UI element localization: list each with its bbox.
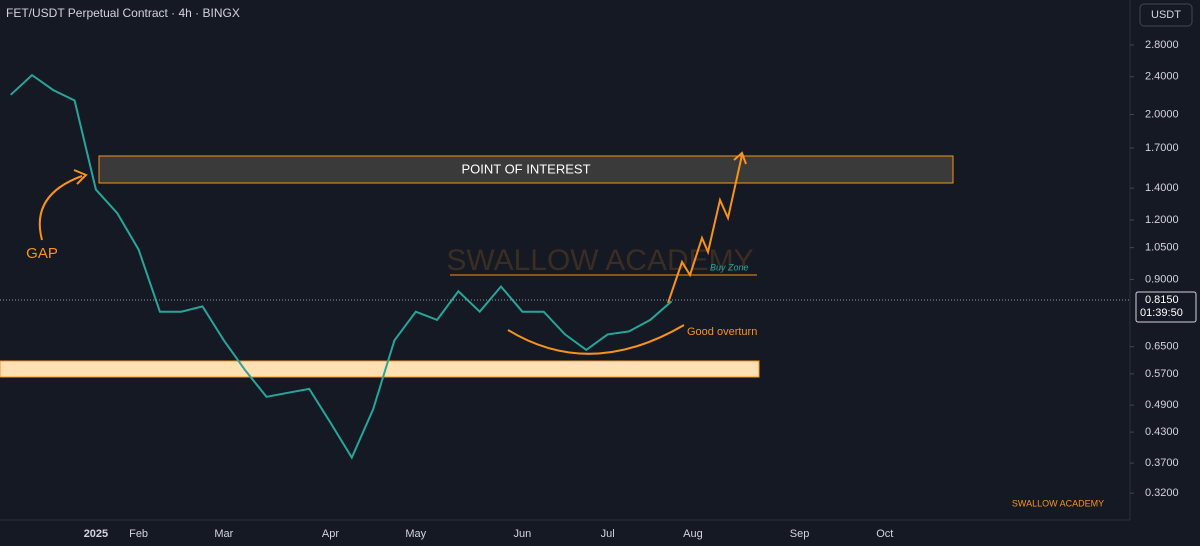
overturn-label: Good overturn [687,326,757,338]
watermark: SWALLOW ACADEMY [446,244,753,277]
y-tick-label: 0.5700 [1145,368,1179,380]
x-tick-label: Jul [601,528,615,540]
projection-head [733,151,747,165]
y-tick-label: 0.4300 [1145,426,1179,438]
price-line [10,73,673,460]
y-tick-label: 0.3700 [1145,457,1179,469]
x-tick-label: Apr [322,528,339,540]
x-tick-label: Sep [790,528,810,540]
y-tick-label: 1.2000 [1145,214,1179,226]
x-tick-label: Feb [129,528,148,540]
gap-arrow [38,175,83,241]
gap-label: GAP [26,245,58,262]
footer: SWALLOW ACADEMY [1012,498,1104,508]
y-tick-label: 2.4000 [1145,71,1179,83]
x-tick-label: Mar [214,528,233,540]
currency-box[interactable] [1139,3,1193,27]
countdown: 01:39:50 [1140,307,1183,319]
y-tick-label: 2.0000 [1145,108,1179,120]
support-zone [0,360,760,378]
gap-arrow-head [73,169,88,185]
y-tick-label: 0.9000 [1145,273,1179,285]
projection [667,154,743,304]
header: FET/USDT Perpetual Contract · 4h · BINGX [6,6,240,20]
x-tick-label: Jun [513,528,531,540]
price-tag [1135,291,1197,323]
y-tick-label: 0.4900 [1145,399,1179,411]
x-tick-label: 2025 [84,528,108,540]
poi-box [98,155,954,184]
x-tick-label: May [405,528,426,540]
poi-label: POINT OF INTEREST [461,161,590,176]
buy-zone-label: Buy Zone [710,262,749,272]
y-tick-label: 1.0500 [1145,242,1179,254]
overturn-arc [507,324,685,355]
y-tick-label: 1.7000 [1145,142,1179,154]
x-tick-label: Oct [876,528,893,540]
y-tick-label: 0.6500 [1145,341,1179,353]
currency[interactable]: USDT [1151,9,1181,21]
y-tick-label: 1.4000 [1145,182,1179,194]
last-price-label: 0.8150 [1145,294,1179,306]
x-tick-label: Aug [683,528,703,540]
y-tick-label: 0.3200 [1145,487,1179,499]
y-tick-label: 2.8000 [1145,39,1179,51]
